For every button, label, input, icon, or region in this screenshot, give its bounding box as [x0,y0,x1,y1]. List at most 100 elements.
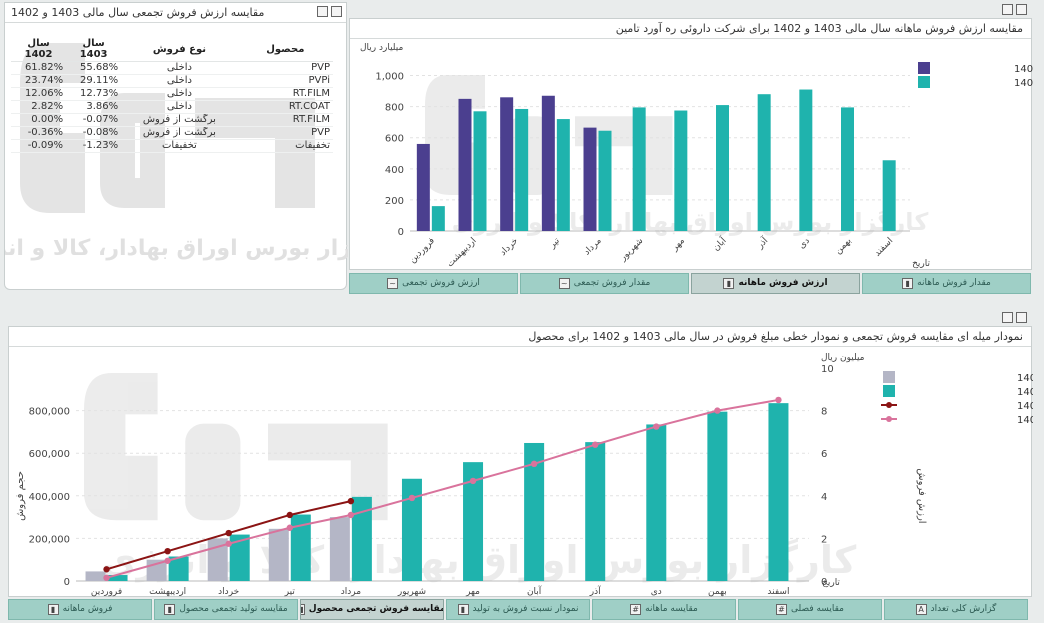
table-cell-type: تخفیفات [121,139,238,153]
sales-share-table: سال 1402 سال 1403 نوع فروش محصول 61.82% 55.… [11,37,333,153]
table-row[interactable]: -0.36% -0.08% برگشت از فروش PVP [11,126,333,140]
legend-label: حجم فروش تجمعی 1403 [1017,373,1033,384]
watermark-text: کارگزار بورس اوراق بهادار، کالا و انرژی [5,234,348,261]
table-cell-v1403: 3.86% [66,100,122,114]
tab-1[interactable]: فروش ماهانه ▮ [8,599,152,620]
excel-icon[interactable] [1016,4,1027,15]
bar-volume-1402 [524,442,545,581]
table-cell-v1402: 2.82% [11,100,67,114]
monthly-chart-title: مقایسه ارزش فروش ماهانه سال مالی 1403 و … [350,19,1031,39]
table-row[interactable]: -0.09% -1.23% تخفیفات تخفیفات [11,139,333,153]
export-icon[interactable] [1002,4,1013,15]
bar-1402 [757,94,771,231]
point-value-1402 [530,460,538,468]
x-tick-label: مرداد [582,236,604,258]
y-tick-label: 400 [385,165,404,176]
table-row[interactable]: 0.00% -0.07% برگشت از فروش RT.FILM [11,113,333,127]
x-tick-label: دی [797,236,812,251]
tab-5[interactable]: مقایسه ماهانه # [592,599,736,620]
point-value-1403 [347,497,355,505]
table-row[interactable]: 12.06% 12.73% داخلی RT.FILM [11,87,333,101]
point-value-1402 [225,540,232,547]
monthly-sales-chart: کارگزار بورس اوراق بهادار، کالا و انرژی0… [360,43,1033,269]
legend-label: حجم فروش تجمعی 1402 [1017,387,1033,398]
table-row[interactable]: 23.74% 29.11% داخلی PVPi [11,74,333,88]
point-value-1403 [103,566,110,573]
col-year-label: سال [27,38,50,49]
bar-chart-icon: ▮ [457,604,469,615]
tab-label: فروش ماهانه [62,604,113,614]
table-cell-product: RT.FILM [237,113,333,127]
point-value-1402 [164,557,171,564]
col-year-1403: 1403 [79,49,108,60]
table-panel: مقایسه ارزش فروش تجمعی سال مالی 1403 و 1… [4,2,348,290]
bar-volume-1402 [585,442,606,581]
point-value-1402 [347,511,355,519]
bar-chart-icon: ▮ [301,604,305,615]
monthly-chart-tabs: ارزش فروش تجمعی ~ مقدار فروش تجمعی ~ ارزش فر… [349,273,1032,294]
legend-label: سال مالی 1402 [1014,78,1033,89]
table-row[interactable]: 61.82% 55.68% داخلی PVP [11,61,333,75]
legend-label: ارزش فروش تجمعی 1402 [1017,415,1033,426]
tab-3[interactable]: ارزش فروش ماهانه ▮ [691,273,860,294]
bar-1402 [431,206,445,231]
x-tick-label: اردیبهشت [149,587,186,597]
tab-1[interactable]: ارزش فروش تجمعی ~ [349,273,518,294]
y-tick-label: 600,000 [29,449,70,460]
x-tick-label: بهمن [833,236,853,256]
y2-tick-label: 2 [821,534,827,545]
tab-6[interactable]: مقایسه فصلی # [738,599,882,620]
legend-swatch [883,385,895,397]
point-value-1403 [164,547,171,555]
col-header-product[interactable]: محصول [237,37,333,62]
col-year-label: سال [82,38,105,49]
export-icon[interactable] [1002,312,1013,323]
col-header-1403[interactable]: سال 1403 [66,37,122,62]
table-cell-v1402: -0.36% [11,126,67,140]
table-cell-type: داخلی [121,100,238,114]
y2-tick-label: 6 [821,449,827,460]
point-value-1402 [775,396,782,404]
bar-1402 [882,160,896,231]
tab-label: مقایسه فصلی [791,604,844,614]
y-tick-label: 0 [398,227,404,238]
x-tick-label: دی [651,587,662,597]
tab-7[interactable]: گزارش کلی تعداد A [884,599,1028,620]
table-cell-v1402: 61.82% [11,61,67,75]
table-row[interactable]: 2.82% 3.86% داخلی RT.COAT [11,100,333,114]
excel-icon[interactable] [1016,312,1027,323]
point-value-1403 [286,511,293,519]
y-tick-label: 200,000 [29,534,70,545]
export-icon[interactable] [317,6,328,17]
bar-1402 [841,107,854,231]
bar-1402 [473,111,487,231]
x-tick-label: مرداد [341,587,361,597]
cumulative-sales-chart: کارگزار بورس اوراق بهادار، کالا و انرژی0… [15,353,1033,597]
excel-icon[interactable] [331,6,342,17]
table-cell-type: داخلی [121,61,238,75]
legend-swatch [883,371,895,383]
cumulative-chart-panel: نمودار میله ای مقایسه فروش تجمعی و نمودا… [8,312,1033,597]
point-value-1403 [225,529,232,537]
tab-2[interactable]: مقایسه تولید تجمعی محصول ▮ [154,599,298,620]
tab-2[interactable]: مقدار فروش تجمعی ~ [520,273,689,294]
table-cell-v1402: 12.06% [11,87,67,101]
col-header-1402[interactable]: سال 1402 [11,37,67,62]
bar-1402 [598,130,612,231]
tab-3[interactable]: مقایسه فروش تجمعی محصول▮ [300,599,444,620]
bar-volume-1402 [401,478,422,581]
bar-chart-icon: ▮ [164,604,176,615]
tab-4[interactable]: مقدار فروش ماهانه ▮ [862,273,1031,294]
panel-toolbar [1002,4,1027,15]
col-header-sale-type[interactable]: نوع فروش [121,37,238,62]
cumulative-chart-tabs: فروش ماهانه ▮ مقایسه تولید تجمعی محصول ▮ مقا… [8,599,1032,620]
tab-4[interactable]: نمودار نسبت فروش به تولید ▮ [446,599,590,620]
point-value-1402 [408,494,416,502]
bar-volume-1402 [646,424,667,581]
tab-label: گزارش کلی تعداد [930,604,997,614]
table-cell-type: داخلی [121,74,238,88]
bar-chart-icon: ▮ [902,278,914,289]
bar-1402 [716,105,729,231]
legend-swatch [918,62,930,74]
bar-chart-icon: ▮ [47,604,59,615]
